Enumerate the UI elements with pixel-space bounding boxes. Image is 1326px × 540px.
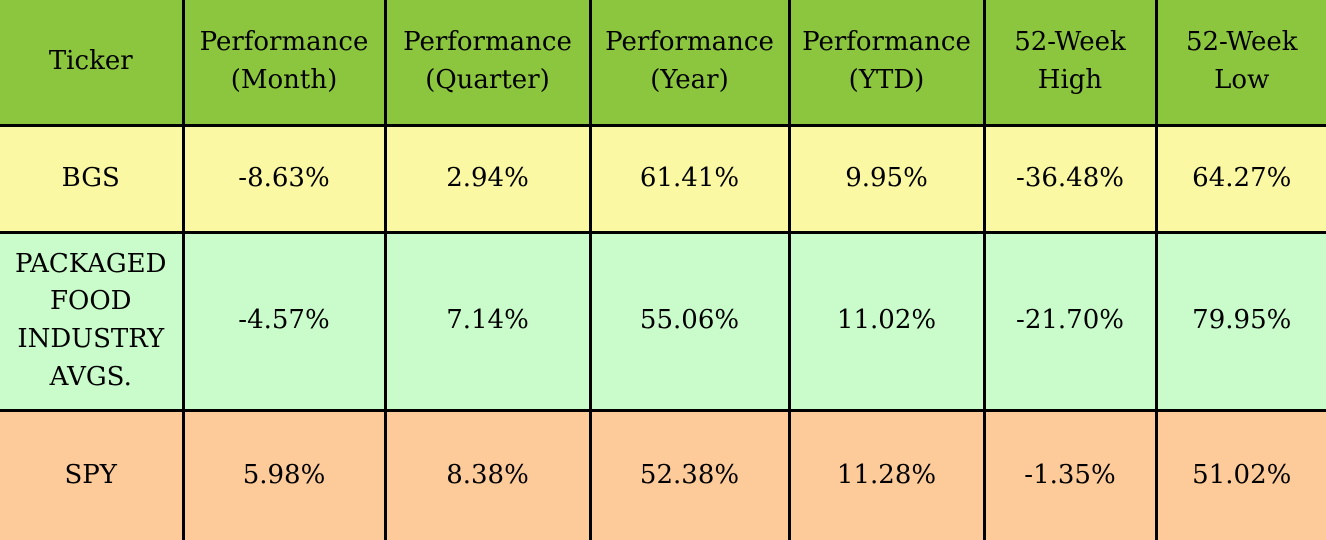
performance-year-cell: 61.41%: [588, 123, 791, 234]
performance-year-cell: 55.06%: [588, 230, 791, 412]
column-header-label: Performance (YTD): [802, 27, 971, 95]
column-header-label: Performance (Quarter): [403, 27, 572, 95]
performance-year-cell: 52.38%: [588, 408, 791, 540]
performance-month-cell: -4.57%: [181, 230, 387, 412]
performance-quarter-cell: 2.94%: [383, 123, 592, 234]
table-row-spy: SPY 5.98% 8.38% 52.38% 11.28% -1.35% 51.…: [0, 408, 1326, 540]
column-header-performance-ytd: Performance (YTD): [787, 0, 986, 127]
performance-quarter-cell: 8.38%: [383, 408, 592, 540]
column-header-performance-month: Performance (Month): [181, 0, 387, 127]
column-header-label: 52-Week High: [1014, 27, 1126, 95]
ticker-cell: PACKAGED FOOD INDUSTRY AVGS.: [0, 230, 185, 412]
column-header-performance-year: Performance (Year): [588, 0, 791, 127]
column-header-52-week-high: 52-Week High: [982, 0, 1158, 127]
column-header-label: 52-Week Low: [1185, 27, 1298, 95]
performance-ytd-cell: 9.95%: [787, 123, 986, 234]
52-week-high-cell: -21.70%: [982, 230, 1158, 412]
performance-month-cell: 5.98%: [181, 408, 387, 540]
52-week-low-cell: 79.95%: [1154, 230, 1326, 412]
performance-ytd-cell: 11.02%: [787, 230, 986, 412]
table-row-packaged-food-industry-avgs: PACKAGED FOOD INDUSTRY AVGS. -4.57% 7.14…: [0, 230, 1326, 412]
52-week-low-cell: 64.27%: [1154, 123, 1326, 234]
52-week-low-cell: 51.02%: [1154, 408, 1326, 540]
52-week-high-cell: -1.35%: [982, 408, 1158, 540]
column-header-52-week-low: 52-Week Low: [1154, 0, 1326, 127]
ticker-cell: SPY: [0, 408, 185, 540]
performance-quarter-cell: 7.14%: [383, 230, 592, 412]
performance-ytd-cell: 11.28%: [787, 408, 986, 540]
header-row: Ticker Performance (Month) Performance (…: [0, 0, 1326, 127]
table-row-bgs: BGS -8.63% 2.94% 61.41% 9.95% -36.48% 64…: [0, 123, 1326, 234]
column-header-label: Performance (Year): [605, 27, 774, 95]
ticker-cell: BGS: [0, 123, 185, 234]
column-header-label: Performance (Month): [199, 27, 369, 95]
performance-month-cell: -8.63%: [181, 123, 387, 234]
column-header-ticker: Ticker: [0, 0, 185, 127]
column-header-label: Ticker: [48, 45, 133, 76]
column-header-performance-quarter: Performance (Quarter): [383, 0, 592, 127]
52-week-high-cell: -36.48%: [982, 123, 1158, 234]
